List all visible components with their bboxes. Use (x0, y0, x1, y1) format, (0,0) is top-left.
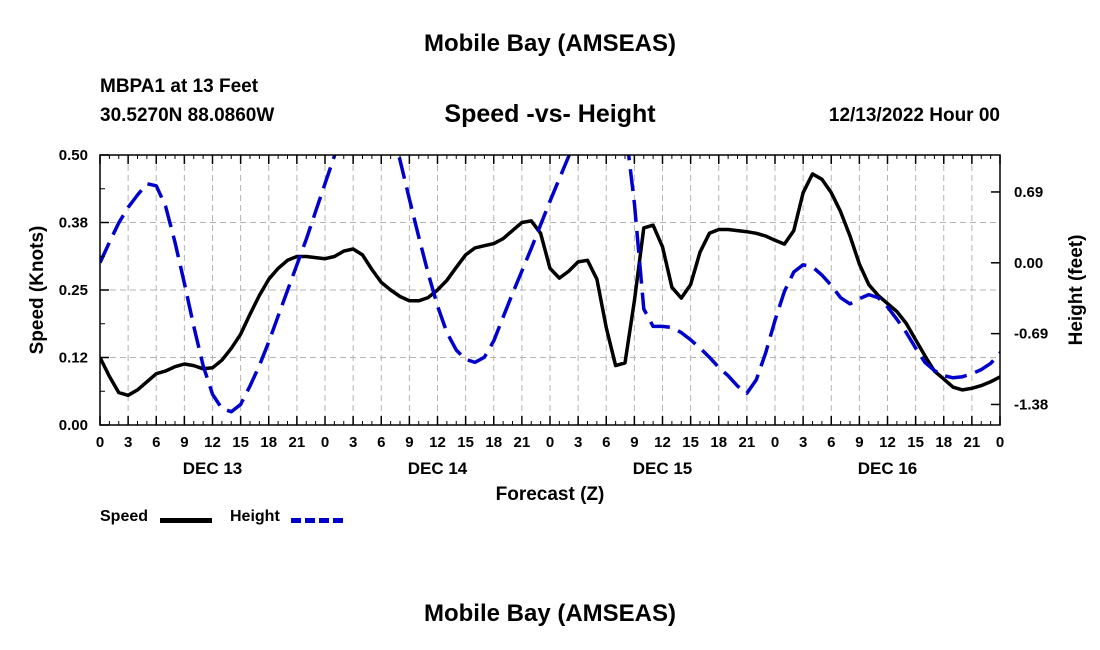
legend-speed-label: Speed (100, 508, 149, 525)
main-title: Mobile Bay (AMSEAS) (423, 30, 677, 57)
x-tick-label: 21 (739, 434, 756, 451)
x-tick-label: 6 (602, 434, 610, 451)
y-right-tick-label: -0.69 (1014, 326, 1048, 343)
x-tick-label: 15 (682, 434, 699, 451)
legend-speed-swatch (160, 518, 212, 523)
station-label: MBPA1 at 13 Feet (100, 76, 259, 97)
x-tick-label: 9 (855, 434, 863, 451)
x-tick-label: 0 (546, 434, 554, 451)
legend-height-label: Height (230, 508, 280, 525)
x-tick-label: 6 (152, 434, 160, 451)
x-tick-label: 18 (485, 434, 502, 451)
y-left-tick-label: 0.00 (59, 417, 88, 434)
x-tick-label: 0 (96, 434, 104, 451)
x-tick-label: 0 (996, 434, 1004, 451)
y-left-tick-label: 0.38 (59, 215, 88, 232)
forecast-datetime: 12/13/2022 Hour 00 (828, 105, 1000, 126)
x-tick-label: 3 (349, 434, 357, 451)
x-tick-label: 3 (799, 434, 807, 451)
x-tick-label: 0 (771, 434, 779, 451)
x-tick-label: 21 (964, 434, 981, 451)
y-left-tick-label: 0.25 (59, 282, 88, 299)
y-right-axis-title: Height (feet) (1066, 235, 1087, 346)
footer-title: Mobile Bay (AMSEAS) (423, 600, 677, 627)
y-right-tick-label: 0.00 (1014, 255, 1043, 272)
x-tick-label: 21 (514, 434, 531, 451)
x-day-label: DEC 15 (633, 459, 693, 478)
x-tick-label: 12 (429, 434, 446, 451)
y-left-tick-label: 0.50 (59, 147, 88, 164)
x-axis-title: Forecast (Z) (496, 484, 605, 505)
series-height-line (100, 155, 1000, 414)
x-day-label: DEC 16 (858, 459, 918, 478)
x-tick-label: 9 (180, 434, 188, 451)
x-tick-label: 0 (321, 434, 329, 451)
x-tick-label: 12 (879, 434, 896, 451)
station-coordinates: 30.5270N 88.0860W (100, 105, 275, 126)
x-tick-label: 21 (289, 434, 306, 451)
x-tick-label: 6 (377, 434, 385, 451)
y-right-tick-label: -1.38 (1014, 396, 1048, 413)
x-day-label: DEC 14 (408, 459, 468, 478)
x-tick-label: 18 (935, 434, 952, 451)
chart-subtitle: Speed -vs- Height (444, 100, 656, 128)
y-left-tick-label: 0.12 (59, 350, 88, 367)
x-tick-label: 12 (654, 434, 671, 451)
x-tick-label: 6 (827, 434, 835, 451)
x-tick-label: 12 (204, 434, 221, 451)
x-tick-label: 15 (907, 434, 924, 451)
series-speed-line (100, 172, 1000, 398)
x-tick-label: 18 (260, 434, 277, 451)
x-tick-label: 3 (574, 434, 582, 451)
x-tick-label: 9 (630, 434, 638, 451)
x-tick-label: 15 (232, 434, 249, 451)
y-left-axis-title: Speed (Knots) (27, 226, 48, 355)
legend-height-swatch (291, 518, 343, 523)
y-right-tick-label: 0.69 (1014, 184, 1043, 201)
x-tick-label: 9 (405, 434, 413, 451)
x-tick-label: 18 (710, 434, 727, 451)
x-tick-label: 15 (457, 434, 474, 451)
x-day-label: DEC 13 (183, 459, 243, 478)
x-tick-label: 3 (124, 434, 132, 451)
